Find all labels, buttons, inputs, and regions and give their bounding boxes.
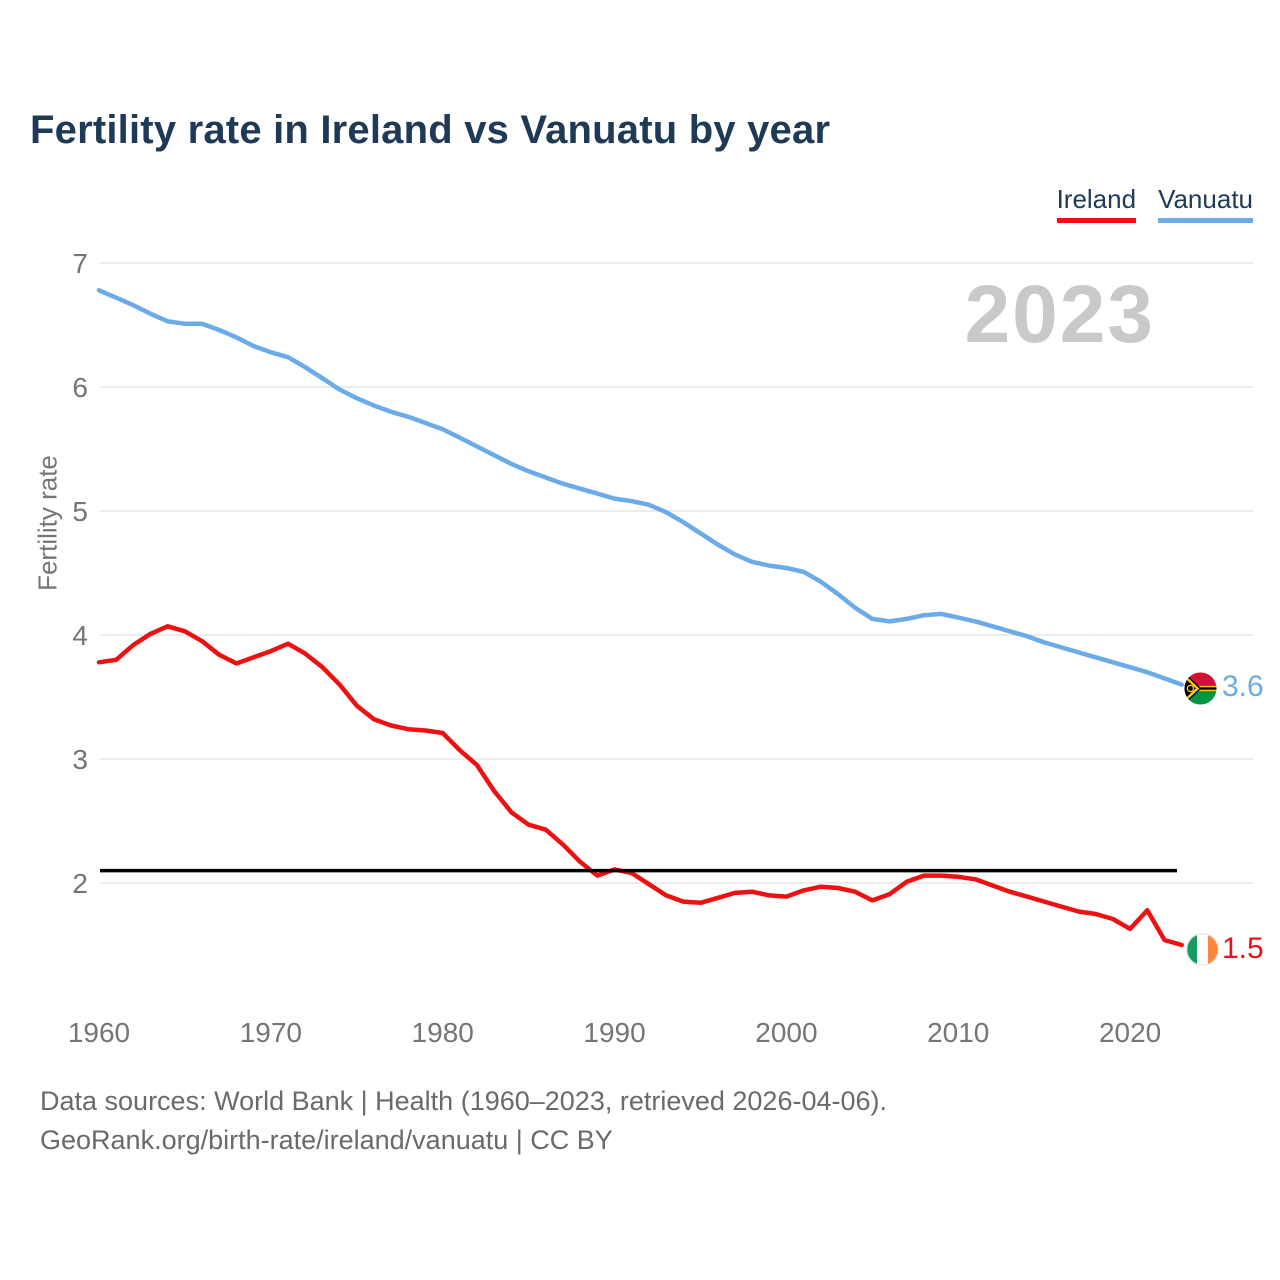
x-tick-label: 1970 [240, 1017, 302, 1048]
footer-attribution-line: GeoRank.org/birth-rate/ireland/vanuatu |… [40, 1125, 613, 1155]
x-tick-label: 2010 [927, 1017, 989, 1048]
y-tick-label: 2 [72, 868, 88, 899]
x-tick-label: 2020 [1099, 1017, 1161, 1048]
y-tick-label: 6 [72, 372, 88, 403]
legend-label-vanuatu[interactable]: Vanuatu [1158, 184, 1253, 223]
series-line-vanuatu [96, 288, 1184, 687]
y-tick-label: 7 [72, 248, 88, 279]
series-line-ireland [96, 624, 1184, 948]
y-tick-label: 5 [72, 496, 88, 527]
legend-item-vanuatu[interactable]: Vanuatu [1158, 184, 1253, 223]
ireland-flag-icon [1186, 933, 1219, 966]
y-tick-label: 3 [72, 744, 88, 775]
x-tick-label: 1960 [68, 1017, 130, 1048]
y-axis-title: Fertility rate [32, 455, 63, 591]
x-tick-label: 1990 [583, 1017, 645, 1048]
ireland-end-value: 1.5 [1222, 932, 1264, 965]
legend-label-ireland[interactable]: Ireland [1056, 184, 1137, 223]
footer: Data sources: World Bank | Health (1960–… [40, 1082, 887, 1160]
x-tick-label: 2000 [755, 1017, 817, 1048]
y-tick-label: 4 [72, 620, 88, 651]
footer-sources-line: Data sources: World Bank | Health (1960–… [40, 1086, 887, 1116]
x-tick-label: 1980 [412, 1017, 474, 1048]
legend: Ireland Vanuatu [1056, 184, 1253, 223]
page-title: Fertility rate in Ireland vs Vanuatu by … [30, 108, 831, 152]
vanuatu-flag-icon [1184, 672, 1217, 705]
legend-item-ireland[interactable]: Ireland [1056, 184, 1137, 223]
year-watermark: 2023 [964, 269, 1155, 360]
vanuatu-end-value: 3.6 [1222, 670, 1264, 703]
